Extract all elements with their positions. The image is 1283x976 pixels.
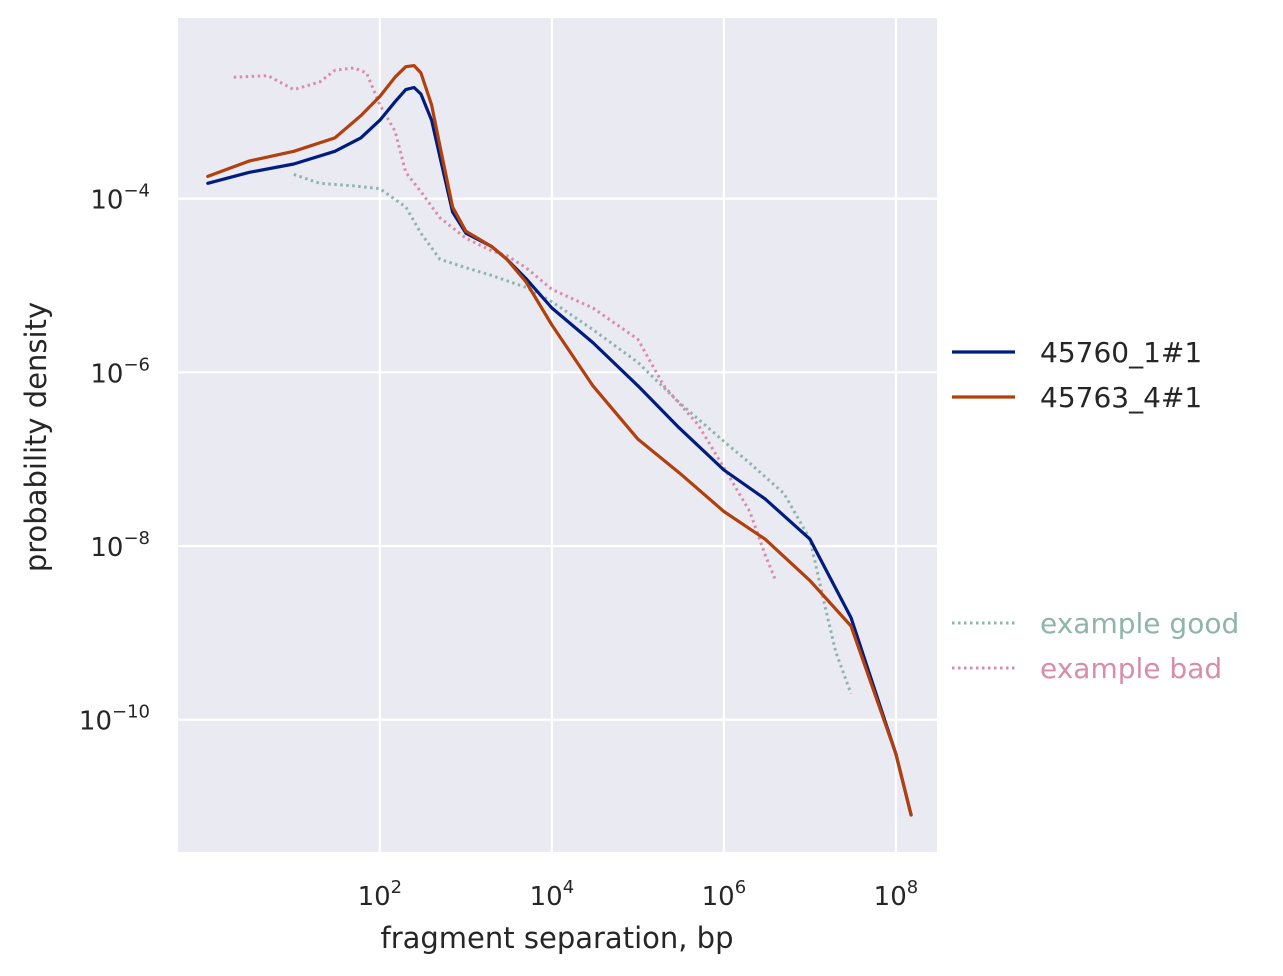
plot-background xyxy=(178,18,937,852)
x-tick-labels: 102 104 106 108 xyxy=(358,877,919,912)
legend-label-3: example bad xyxy=(1040,652,1222,685)
legend-label-0: 45760_1#1 xyxy=(1040,336,1202,369)
y-tick-label-2: 10−8 xyxy=(90,528,150,563)
x-tick-label-3: 108 xyxy=(874,877,919,912)
x-tick-label-1: 104 xyxy=(530,877,575,912)
y-tick-labels: 10−4 10−6 10−8 10−10 xyxy=(79,181,150,737)
x-tick-label-2: 106 xyxy=(702,877,747,912)
x-tick-label-0: 102 xyxy=(358,877,403,912)
y-tick-label-0: 10−4 xyxy=(90,181,150,216)
series-line-2 xyxy=(293,172,853,695)
y-axis-label: probability density xyxy=(19,302,53,572)
series-line-1 xyxy=(206,63,913,817)
series-layer xyxy=(206,63,913,817)
legend-label-2: example good xyxy=(1040,607,1239,640)
y-tick-label-1: 10−6 xyxy=(90,354,150,389)
series-line-3 xyxy=(233,66,778,582)
legend-label-1: 45763_4#1 xyxy=(1040,381,1202,414)
y-tick-label-3: 10−10 xyxy=(79,702,150,737)
x-axis-label: fragment separation, bp xyxy=(381,921,734,955)
grid xyxy=(178,18,937,852)
series-line-0 xyxy=(206,85,913,817)
